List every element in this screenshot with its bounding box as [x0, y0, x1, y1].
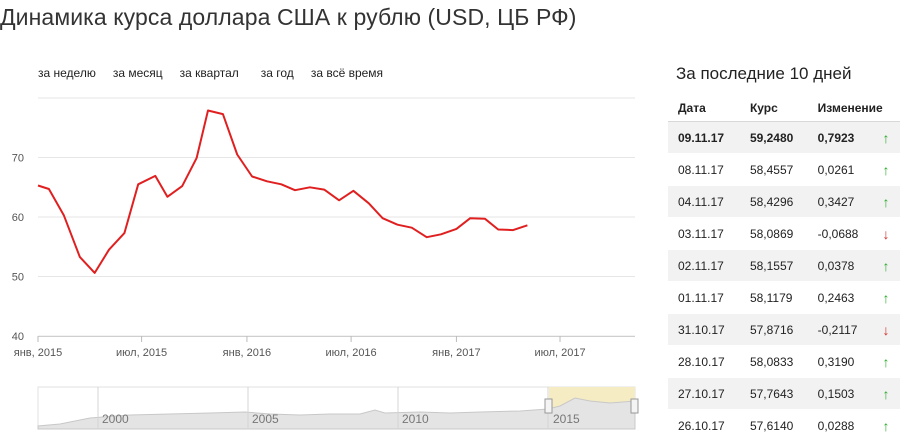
arrow-up-icon: ↑: [872, 345, 900, 378]
cell-rate: 59,2480: [739, 121, 808, 154]
navigator-handle-left[interactable]: [544, 398, 553, 414]
period-all-time-button[interactable]: за всё время: [310, 66, 384, 80]
cell-date: 31.10.17: [668, 313, 740, 346]
y-tick-label: 40: [12, 331, 24, 343]
page-title: Динамика курса доллара США к рублю (USD,…: [0, 4, 577, 30]
arrow-up-icon: ↑: [872, 153, 900, 186]
x-tick-label: янв, 2016: [223, 347, 271, 359]
y-tick-label: 50: [12, 272, 24, 284]
x-tick-label: июл, 2015: [116, 347, 167, 359]
table-row: 26.10.17 57,6140 0,0288 ↑: [668, 409, 900, 442]
period-quarter-button[interactable]: за квартал: [179, 66, 239, 80]
cell-date: 08.11.17: [668, 153, 740, 186]
table-row: 03.11.17 58,0869 -0,0688 ↓: [668, 217, 900, 250]
table-row: 04.11.17 58,4296 0,3427 ↑: [668, 185, 900, 218]
cell-date: 28.10.17: [668, 345, 740, 378]
cell-change: 0,2463: [807, 281, 872, 314]
y-tick-label: 60: [12, 212, 24, 224]
cell-rate: 58,0869: [739, 217, 808, 250]
cell-rate: 57,7643: [739, 377, 808, 410]
cell-date: 02.11.17: [668, 249, 740, 282]
period-selector: за неделю за месяц за квартал за год за …: [38, 66, 400, 80]
cell-rate: 58,1179: [739, 281, 808, 314]
series-line: [37, 109, 528, 274]
rates-table: Дата Курс Изменение 09.11.17 59,2480 0,792…: [668, 95, 900, 442]
period-month-button[interactable]: за месяц: [112, 66, 163, 80]
cell-change: 0,1503: [807, 377, 872, 410]
arrow-up-icon: ↑: [872, 409, 900, 442]
cell-change: 0,3190: [807, 345, 872, 378]
x-tick-label: июл, 2017: [534, 347, 585, 359]
arrow-up-icon: ↑: [872, 377, 900, 410]
x-tick-label: янв, 2017: [432, 347, 480, 359]
arrow-up-icon: ↑: [872, 281, 900, 314]
cell-rate: 58,0833: [739, 345, 808, 378]
table-row: 31.10.17 57,8716 -0,2117 ↓: [668, 313, 900, 346]
table-row: 09.11.17 59,2480 0,7923 ↑: [668, 121, 900, 154]
y-tick-label: 70: [12, 153, 24, 165]
cell-rate: 57,8716: [739, 313, 808, 346]
cell-change: 0,0288: [807, 409, 872, 442]
column-header-rate: Курс: [739, 95, 808, 122]
exchange-rate-chart: 40 50 60 70 янв, 2015 июл, 2015 янв, 2016 июл, …: [12, 97, 635, 359]
cell-change: 0,0261: [807, 153, 872, 186]
navigator-year-label: 2000: [102, 412, 129, 426]
cell-date: 27.10.17: [668, 377, 740, 410]
period-week-button[interactable]: за неделю: [38, 66, 96, 80]
cell-rate: 58,1557: [739, 249, 808, 282]
cell-date: 03.11.17: [668, 217, 740, 250]
column-header-change: Изменение: [807, 95, 900, 122]
navigator-year-label: 2005: [252, 412, 279, 426]
cell-date: 04.11.17: [668, 185, 740, 218]
navigator-year-label: 2010: [402, 412, 429, 426]
table-row: 27.10.17 57,7643 0,1503 ↑: [668, 377, 900, 410]
cell-date: 01.11.17: [668, 281, 740, 314]
arrow-up-icon: ↑: [872, 121, 900, 154]
cell-date: 26.10.17: [668, 409, 740, 442]
navigator-year-label: 2015: [553, 412, 580, 426]
arrow-down-icon: ↓: [872, 313, 900, 346]
range-navigator[interactable]: 2000 2005 2010 2015: [0, 384, 640, 434]
cell-change: -0,2117: [807, 313, 872, 346]
cell-change: 0,0378: [807, 249, 872, 282]
cell-rate: 57,6140: [739, 409, 808, 442]
x-tick-label: июл, 2016: [326, 347, 377, 359]
arrow-up-icon: ↑: [872, 249, 900, 282]
period-year-button[interactable]: за год: [260, 66, 294, 80]
arrow-down-icon: ↓: [872, 217, 900, 250]
side-panel-title: За последние 10 дней: [676, 64, 852, 83]
navigator-area: [37, 397, 636, 430]
cell-change: 0,7923: [807, 121, 872, 154]
cell-rate: 58,4557: [739, 153, 808, 186]
cell-date: 09.11.17: [668, 121, 740, 154]
table-row: 01.11.17 58,1179 0,2463 ↑: [668, 281, 900, 314]
table-header-row: Дата Курс Изменение: [668, 95, 900, 122]
table-row: 28.10.17 58,0833 0,3190 ↑: [668, 345, 900, 378]
cell-change: 0,3427: [807, 185, 872, 218]
navigator-handle-right[interactable]: [630, 398, 639, 414]
arrow-up-icon: ↑: [872, 185, 900, 218]
column-header-date: Дата: [668, 95, 740, 122]
x-tick-label: янв, 2015: [14, 347, 62, 359]
table-row: 02.11.17 58,1557 0,0378 ↑: [668, 249, 900, 282]
cell-change: -0,0688: [807, 217, 872, 250]
table-row: 08.11.17 58,4557 0,0261 ↑: [668, 153, 900, 186]
cell-rate: 58,4296: [739, 185, 808, 218]
